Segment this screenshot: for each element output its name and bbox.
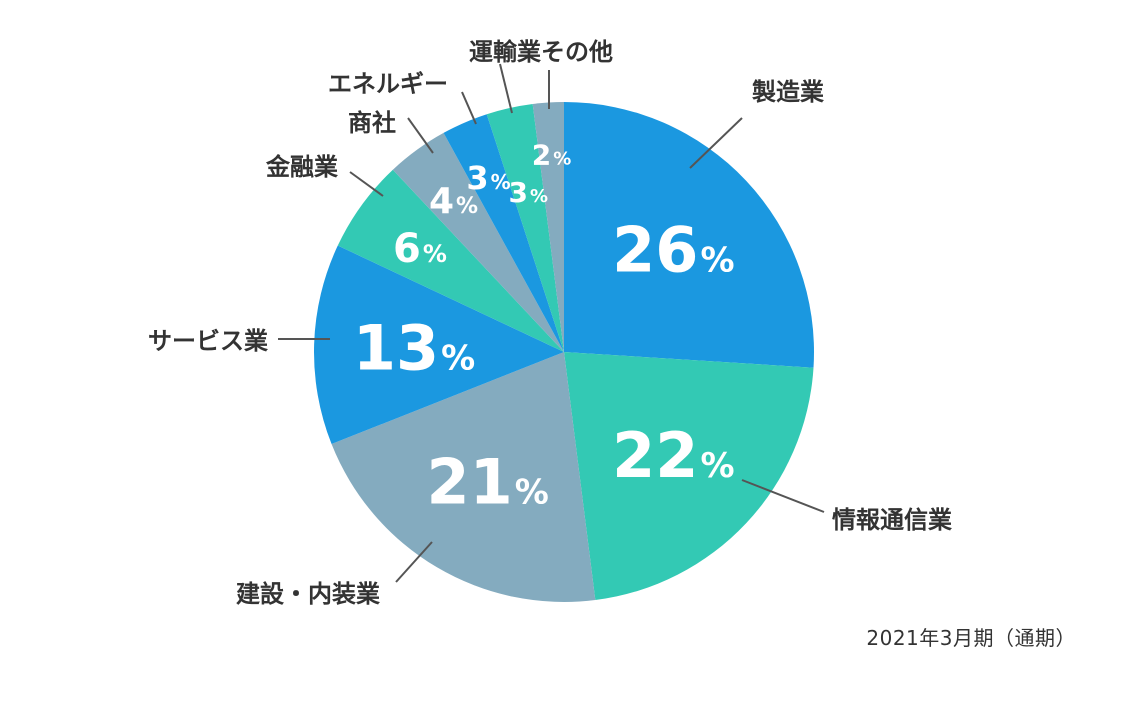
slice-trading <box>392 132 564 352</box>
category-label-manufacturing: 製造業 <box>752 78 824 106</box>
pct-label-services: 13% <box>353 312 475 385</box>
period-note: 2021年3月期（通期） <box>866 626 1076 650</box>
slice-info-comm <box>564 352 814 601</box>
category-label-finance: 金融業 <box>265 153 338 181</box>
pct-label-construction: 21% <box>426 445 548 518</box>
pct-label-info-comm: 22% <box>612 419 734 492</box>
category-label-energy: エネルギー <box>328 70 448 98</box>
pie-slices <box>314 102 814 602</box>
category-label-info-comm: 情報通信業 <box>832 506 952 534</box>
category-label-transport: 運輸業 <box>469 38 541 66</box>
slice-manufacturing <box>564 102 814 368</box>
leader-info-comm <box>741 479 825 513</box>
leader-energy <box>461 91 477 125</box>
category-label-construction: 建設・内装業 <box>236 580 380 608</box>
leader-manufacturing <box>689 117 743 169</box>
leader-finance <box>349 171 384 197</box>
leader-lines <box>278 63 825 583</box>
pct-label-energy: 3% <box>466 159 510 197</box>
category-label-other: その他 <box>541 38 613 66</box>
pct-label-transport: 3% <box>508 176 548 209</box>
category-label-services: サービス業 <box>148 327 268 355</box>
pct-label-manufacturing: 26% <box>612 214 734 287</box>
category-label-trading: 商社 <box>348 109 396 137</box>
leader-transport <box>499 63 513 114</box>
slice-other <box>532 102 564 352</box>
slice-services <box>314 245 564 445</box>
slice-construction <box>331 352 596 602</box>
slice-energy <box>443 114 564 352</box>
pct-label-finance: 6% <box>393 226 447 272</box>
slice-transport <box>486 103 564 353</box>
pct-label-trading: 4% <box>429 181 478 222</box>
leader-construction <box>395 541 433 583</box>
percentage-labels: 26%22%21%13%6%4%3%3 %2% <box>353 138 735 518</box>
pct-label-other: 2% <box>532 138 572 171</box>
leader-trading <box>407 117 434 154</box>
slice-finance <box>337 169 564 352</box>
